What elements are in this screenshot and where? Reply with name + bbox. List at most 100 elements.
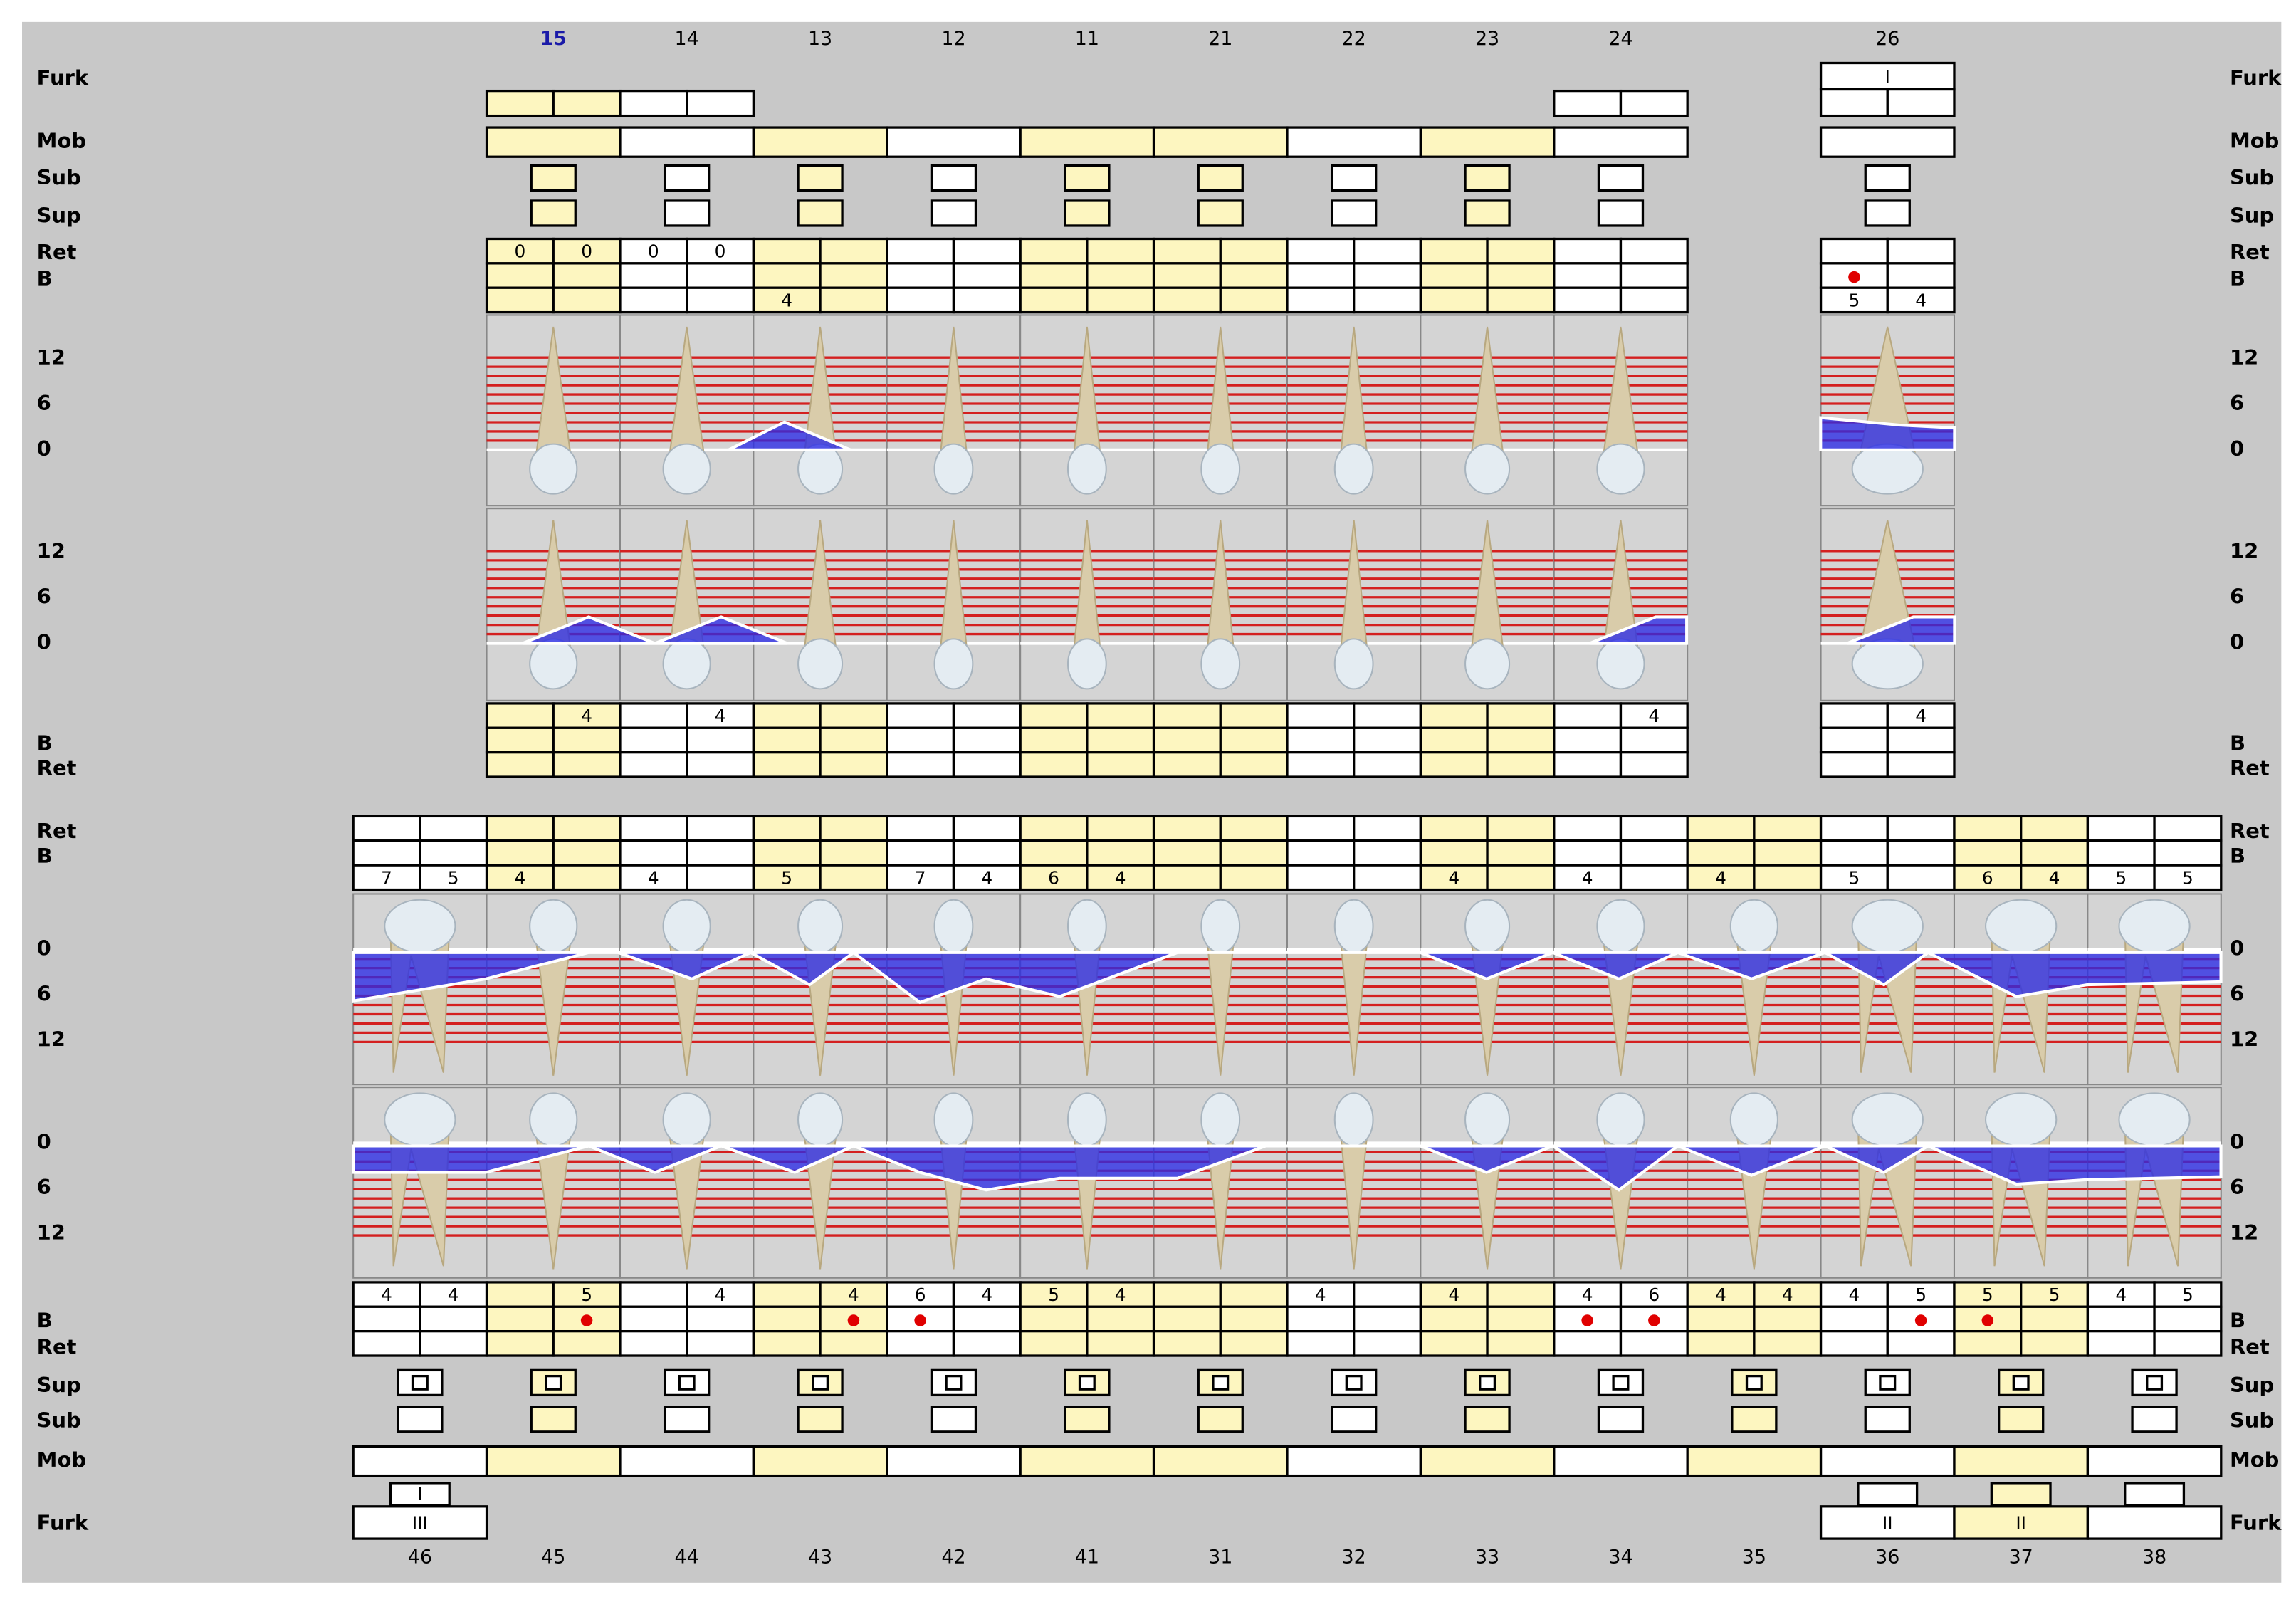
sup — [1597, 199, 1645, 227]
probe-value: 4 — [1448, 867, 1459, 888]
row-label: B — [37, 266, 53, 291]
tooth-number: 36 — [1875, 1546, 1899, 1568]
cell — [619, 262, 688, 289]
cell — [352, 815, 421, 842]
cell — [952, 751, 1022, 778]
row-label: Ret — [2230, 819, 2270, 843]
cell — [1353, 702, 1422, 729]
cell — [2153, 839, 2223, 867]
cell — [1619, 1330, 1689, 1357]
tooth-number: 24 — [1608, 28, 1632, 50]
cell — [1486, 751, 1556, 778]
tooth-crown — [1729, 899, 1778, 953]
row-label: B — [2230, 844, 2245, 868]
cell — [419, 839, 488, 867]
row-label: 12 — [2230, 1220, 2258, 1245]
cell — [752, 262, 822, 289]
mobility — [1553, 126, 1689, 158]
tooth-crown — [797, 443, 844, 495]
cell — [1286, 815, 1356, 842]
furcation — [1990, 1482, 2052, 1507]
cell — [2020, 1330, 2090, 1357]
probe-value: 6 — [1648, 1284, 1660, 1305]
tooth-number: 34 — [1608, 1546, 1632, 1568]
furcation-label: II — [2015, 1513, 2026, 1534]
probe-value: 5 — [1048, 1284, 1059, 1305]
cell — [1419, 839, 1489, 867]
cell — [1553, 1281, 1623, 1308]
cell — [1553, 815, 1623, 842]
tooth-number: 31 — [1208, 1546, 1232, 1568]
cell — [1353, 751, 1422, 778]
row-label: 0 — [2230, 436, 2244, 461]
cell — [886, 815, 955, 842]
cell — [686, 815, 755, 842]
sub — [1864, 164, 1911, 192]
tooth-number: 23 — [1475, 28, 1499, 50]
probe-value: 0 — [515, 241, 526, 262]
tooth-number: 46 — [408, 1546, 432, 1568]
row-label: Furk — [2230, 1511, 2282, 1535]
tooth-crown — [529, 443, 578, 495]
cell — [1819, 1330, 1889, 1357]
row-label: Ret — [2230, 1335, 2270, 1359]
tooth-crown — [529, 899, 578, 953]
furcation — [1619, 89, 1689, 117]
cell — [485, 751, 555, 778]
mobility — [1286, 126, 1422, 158]
probe-value: 4 — [1115, 867, 1126, 888]
row-label: 0 — [37, 936, 51, 961]
tooth-crown — [1985, 899, 2058, 953]
cell — [886, 864, 955, 891]
cell — [1686, 839, 1756, 867]
tooth-crown — [1200, 1092, 1241, 1147]
tooth-crown — [1596, 638, 1645, 690]
sub — [1064, 164, 1111, 192]
cell — [1219, 751, 1289, 778]
cell — [1219, 1305, 1289, 1333]
cell — [1086, 237, 1155, 265]
cell — [886, 1330, 955, 1357]
cell — [1753, 839, 1823, 867]
row-label: B — [37, 844, 53, 868]
probe-value: 5 — [1849, 291, 1860, 311]
cell — [1553, 751, 1623, 778]
cell — [1353, 286, 1422, 314]
furcation-label: I — [417, 1483, 422, 1504]
cell — [686, 286, 755, 314]
cell — [1819, 1281, 1889, 1308]
cell — [952, 839, 1022, 867]
tooth-number: 26 — [1875, 28, 1899, 50]
tooth-crown — [933, 443, 974, 495]
probe-value: 5 — [1982, 1284, 1993, 1305]
cell — [686, 1305, 755, 1333]
cell — [352, 1305, 421, 1333]
cell — [2020, 1281, 2090, 1308]
tooth-number: 41 — [1075, 1546, 1099, 1568]
cell — [1019, 1305, 1089, 1333]
cell — [1152, 815, 1222, 842]
probe-value: 4 — [1582, 1284, 1593, 1305]
gum-overlay — [352, 416, 2223, 1192]
cell — [1886, 726, 1956, 754]
sup-marker — [1479, 1374, 1496, 1391]
sup-marker — [678, 1374, 696, 1391]
cell — [1019, 815, 1089, 842]
cell — [1086, 839, 1155, 867]
probe-value: 5 — [2115, 867, 2127, 888]
sub — [1064, 1406, 1111, 1433]
tooth-crown — [1464, 638, 1511, 690]
cell — [819, 839, 888, 867]
cell — [819, 262, 888, 289]
cell — [686, 237, 755, 265]
cell — [886, 286, 955, 314]
mobility — [1819, 1445, 1956, 1477]
bleeding-dot — [1981, 1314, 1994, 1326]
cell — [1286, 751, 1356, 778]
sup — [663, 199, 711, 227]
cell — [1219, 237, 1289, 265]
cell — [1619, 751, 1689, 778]
furcation — [1886, 88, 1956, 117]
cell — [819, 726, 888, 754]
tooth-crown — [933, 638, 974, 690]
